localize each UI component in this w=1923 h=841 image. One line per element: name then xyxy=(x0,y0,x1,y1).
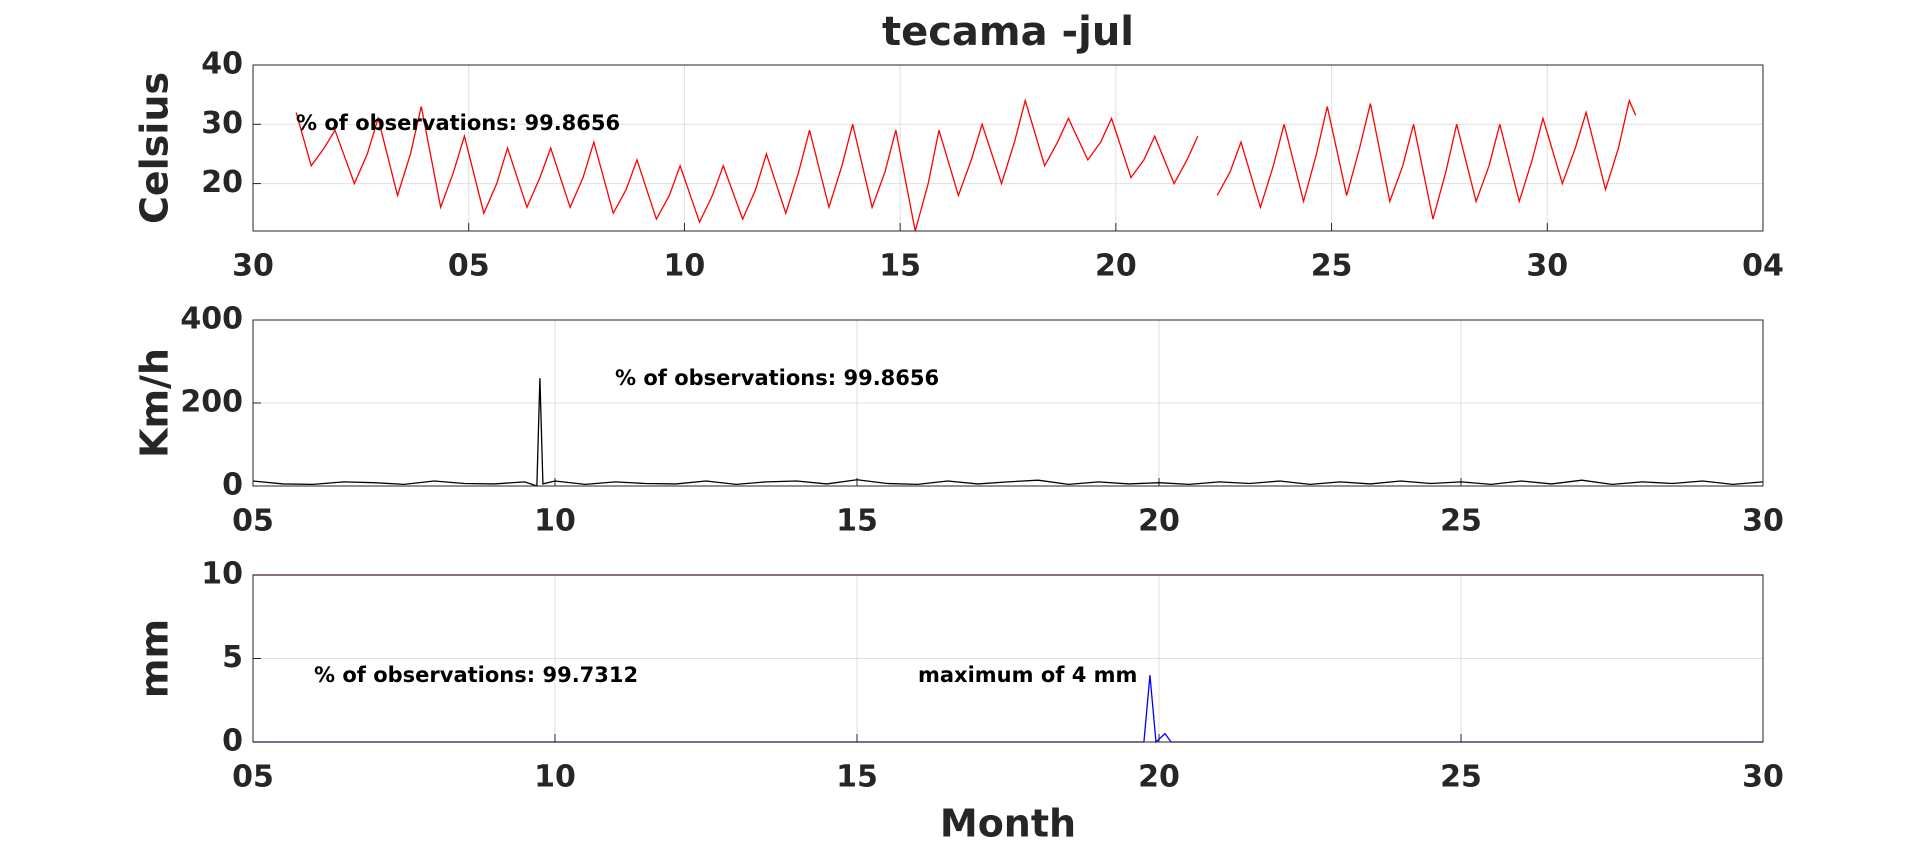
x-tick-label: 30 xyxy=(232,249,274,284)
axes-box xyxy=(252,319,1764,487)
y-tick-label: 400 xyxy=(180,302,243,337)
y-tick-label: 40 xyxy=(201,47,243,82)
annotation: % of observations: 99.7312 xyxy=(314,663,638,687)
annotation: maximum of 4 mm xyxy=(918,663,1137,687)
chart-title: tecama -jul xyxy=(882,9,1134,55)
y-axis-label: Km/h xyxy=(133,348,177,458)
x-tick-label: 05 xyxy=(232,760,274,795)
x-tick-label: 25 xyxy=(1311,249,1353,284)
x-tick-label: 20 xyxy=(1095,249,1137,284)
x-tick-label: 25 xyxy=(1440,504,1482,539)
x-tick-label: 04 xyxy=(1742,249,1784,284)
x-tick-label: 15 xyxy=(836,504,878,539)
x-tick-label: 25 xyxy=(1440,760,1482,795)
x-tick-label: 10 xyxy=(534,760,576,795)
x-tick-label: 05 xyxy=(232,504,274,539)
plot-area xyxy=(253,65,1763,231)
y-tick-label: 5 xyxy=(222,640,243,675)
axes-box xyxy=(252,574,1764,743)
x-tick-label: 30 xyxy=(1526,249,1568,284)
y-tick-label: 0 xyxy=(222,468,243,503)
x-tick-label: 10 xyxy=(664,249,706,284)
axes-box xyxy=(252,64,1764,232)
x-tick-label: 10 xyxy=(534,504,576,539)
y-tick-label: 0 xyxy=(222,724,243,759)
x-tick-label: 05 xyxy=(448,249,490,284)
x-tick-label: 20 xyxy=(1138,504,1180,539)
x-axis-label: Month xyxy=(940,802,1076,841)
y-tick-label: 200 xyxy=(180,385,243,420)
x-tick-label: 15 xyxy=(879,249,921,284)
data-line xyxy=(295,98,1637,232)
annotation: % of observations: 99.8656 xyxy=(296,111,620,135)
x-tick-label: 15 xyxy=(836,760,878,795)
annotation: % of observations: 99.8656 xyxy=(615,366,939,390)
x-tick-label: 30 xyxy=(1742,504,1784,539)
y-tick-label: 20 xyxy=(201,165,243,200)
y-tick-label: 10 xyxy=(201,557,243,592)
data-line xyxy=(252,378,1764,487)
y-axis-label: mm xyxy=(133,619,177,698)
x-tick-label: 20 xyxy=(1138,760,1180,795)
y-tick-label: 30 xyxy=(201,106,243,141)
x-tick-label: 30 xyxy=(1742,760,1784,795)
y-axis-label: Celsius xyxy=(133,72,177,224)
